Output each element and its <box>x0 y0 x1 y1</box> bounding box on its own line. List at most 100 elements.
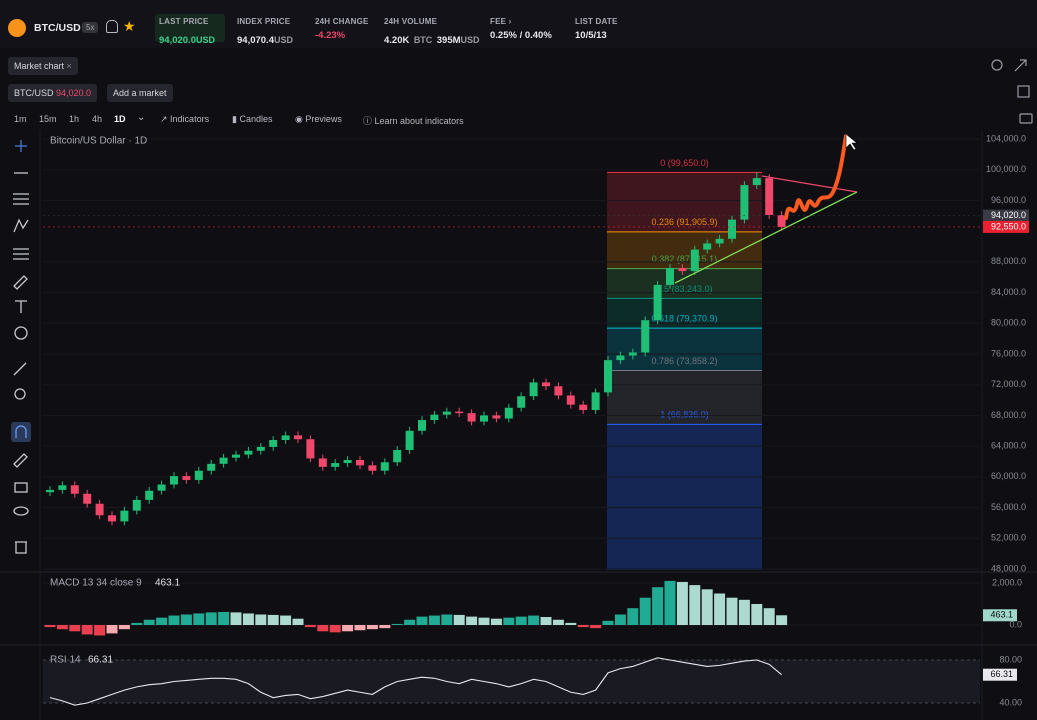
candles-button[interactable]: ▮ Candles <box>232 114 273 124</box>
candle-body <box>207 463 216 471</box>
candle-body <box>306 439 315 459</box>
macd-bar <box>304 625 316 628</box>
stat-number: 10/5/13 <box>575 30 607 41</box>
stat-label: 24H CHANGE <box>315 17 369 26</box>
macd-bar <box>143 619 155 625</box>
timeframe[interactable]: 1m <box>14 114 27 124</box>
candle-body <box>529 382 538 397</box>
macd-bar <box>602 620 614 625</box>
fib-band <box>607 172 762 232</box>
bell-icon[interactable] <box>106 20 118 33</box>
tool-crosshair[interactable] <box>15 140 27 152</box>
macd-bar <box>118 625 130 630</box>
previews-button[interactable]: ◉ Previews <box>295 114 342 124</box>
macd-bar <box>242 613 254 625</box>
indicators-button[interactable]: ↗ Indicators <box>160 114 210 124</box>
stat-label[interactable]: FEE › <box>490 17 512 26</box>
tool-visibility[interactable] <box>13 506 29 516</box>
candle-body <box>120 510 129 522</box>
drawing-tools[interactable] <box>11 140 31 554</box>
macd-bar <box>528 615 540 625</box>
tool-lock[interactable] <box>14 482 28 493</box>
market-pill[interactable]: BTC/USD 94,020.0 <box>8 84 98 102</box>
macd-bar <box>738 599 750 625</box>
stat-label: LAST PRICE <box>159 17 209 26</box>
rsi-band <box>43 660 980 703</box>
macd-bar <box>416 616 428 625</box>
rsi-value: 66.31 <box>88 655 113 666</box>
fib-band <box>607 231 762 269</box>
macd-bar <box>540 617 552 625</box>
tool-ruler[interactable] <box>13 362 27 376</box>
macd-bar <box>329 625 341 633</box>
macd-bar <box>106 625 118 634</box>
candle-body <box>703 243 712 250</box>
y-tick-label: 80.00 <box>999 654 1022 664</box>
tool-edit[interactable] <box>13 453 28 468</box>
tool-emoji[interactable] <box>14 326 28 340</box>
settings-icon[interactable] <box>991 59 1003 71</box>
candle-body <box>281 435 290 440</box>
macd-bar <box>652 587 664 625</box>
macd-bar <box>255 614 267 625</box>
camera-icon[interactable] <box>1019 113 1033 124</box>
candle-body <box>604 360 612 393</box>
tool-brush[interactable] <box>13 275 28 290</box>
macd-bar <box>205 612 217 625</box>
star-icon[interactable]: ★ <box>123 18 136 34</box>
tool-text[interactable] <box>15 300 27 313</box>
y-tick-label: 60,000.0 <box>991 471 1026 481</box>
candle-body <box>666 268 674 285</box>
candle-body <box>95 503 104 516</box>
y-tick-label: 104,000.0 <box>986 133 1026 143</box>
candle-body <box>170 476 178 485</box>
timeframe-dropdown[interactable]: ⌄ <box>137 112 146 123</box>
button-label: Indicators <box>170 114 210 124</box>
y-tick-label: 100,000.0 <box>986 164 1026 174</box>
timeframe-active[interactable]: 1D <box>114 114 126 124</box>
layout-icon[interactable] <box>1017 85 1030 98</box>
tool-zoom[interactable] <box>14 388 26 400</box>
leverage-badge: 5x <box>82 22 99 33</box>
fib-group: 0 (99,650.0) 0.236 (91,905.9) 0.382 (87,11… <box>607 158 762 570</box>
learn-button[interactable]: ⓘ Learn about indicators <box>363 116 464 126</box>
candle-body <box>492 415 501 419</box>
y-tick-label: 56,000.0 <box>991 502 1026 512</box>
fib-label: 1 (66,836.0) <box>660 410 709 420</box>
button-label: Learn about indicators <box>374 116 464 126</box>
macd-bar <box>342 625 354 632</box>
tool-delete[interactable] <box>15 541 27 554</box>
macd-bar <box>590 625 602 629</box>
timeframe[interactable]: 15m <box>39 114 57 124</box>
macd-bar <box>156 617 168 625</box>
cursor <box>845 133 858 151</box>
candle-body <box>368 465 377 471</box>
top-right-icons[interactable] <box>991 59 1033 124</box>
macd-bar <box>317 625 329 632</box>
macd-bar <box>180 614 192 625</box>
candle-body <box>455 411 464 414</box>
candle-body <box>616 355 625 361</box>
button-label: Previews <box>305 114 342 124</box>
expand-icon[interactable] <box>1014 59 1027 72</box>
tab[interactable]: Market chart × <box>8 57 78 75</box>
candle-body <box>294 435 302 440</box>
macd-bar <box>726 597 738 625</box>
timeframe[interactable]: 1h <box>69 114 80 124</box>
y-tick-label: 96,000.0 <box>991 195 1026 205</box>
market-name: BTC/USD <box>14 88 54 98</box>
tool-pattern[interactable] <box>13 218 29 233</box>
tool-fib[interactable] <box>13 248 29 260</box>
symbol[interactable]: BTC/USD <box>34 22 81 34</box>
tool-magnet-bg[interactable] <box>11 422 31 442</box>
add-market[interactable]: Add a market <box>107 84 173 102</box>
macd-bar <box>69 625 81 632</box>
button-label: Candles <box>239 114 273 124</box>
stat-label: INDEX PRICE <box>237 17 291 26</box>
timeframe[interactable]: 4h <box>92 114 103 124</box>
candle-body <box>418 420 426 431</box>
tool-magnet[interactable] <box>15 425 27 438</box>
tool-channel[interactable] <box>13 193 29 205</box>
candle-body <box>331 463 340 467</box>
